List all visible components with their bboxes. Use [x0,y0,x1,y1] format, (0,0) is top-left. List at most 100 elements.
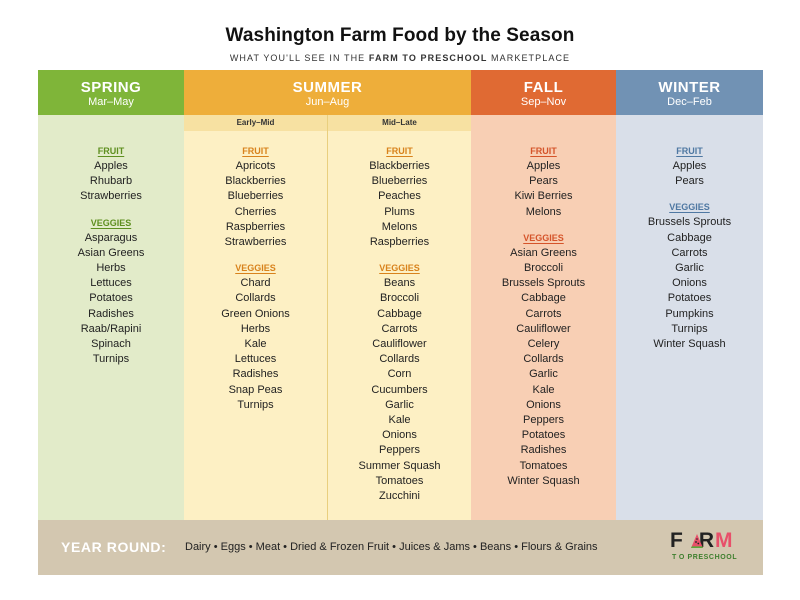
fruit-item: Plums [384,205,415,218]
veggie-item: Potatoes [521,429,566,442]
veggie-item: Carrots [525,307,562,320]
summer-early-list: FRUIT Apricots Blackberries Blueberries Cher… [184,144,327,413]
veggie-item: Carrots [671,246,708,259]
fruit-item: Blackberries [369,160,430,172]
winter-range: Dec–Feb [667,96,712,108]
fruit-item: Strawberries [80,190,142,203]
farm-to-preschool-logo: F RM T O PRESCHOOL [666,529,746,569]
veggie-item: Tomatoes [375,474,424,487]
section-gap [616,189,763,200]
veggie-item: Kale [244,338,267,351]
summer-name: SUMMER [292,79,363,96]
fall-list: FRUIT Apples Pears Kiwi Berries Melons VEGGIE… [471,144,616,489]
fruit-item: Apples [672,160,707,172]
logo-letter-m: M [715,529,734,552]
summer-early-mid-label: Early–Mid [184,115,327,131]
veggie-item: Corn [387,368,412,381]
veggie-item: Potatoes [667,292,712,305]
subtitle-prefix: WHAT YOU'LL SEE IN THE [229,53,369,63]
veggie-item: Radishes [232,368,279,381]
veggie-item: Garlic [385,398,414,411]
veggie-item: Brussels Sprouts [647,216,732,229]
fruit-item: Raspberries [369,236,430,249]
year-round-label: YEAR ROUND: [61,539,167,555]
veggie-item: Winter Squash [653,338,726,351]
veggies-heading: VEGGIES [379,263,420,274]
fruit-item: Rhubarb [89,175,133,188]
veggie-item: Chard [240,277,271,290]
veggie-item: Summer Squash [358,459,441,472]
winter-name: WINTER [658,79,721,96]
spring-list: FRUIT Apples Rhubarb Strawberries VEGGIES Asp… [38,144,184,367]
veggie-item: Winter Squash [507,474,580,487]
veggie-item: Asparagus [84,231,138,244]
fruit-heading: FRUIT [676,146,703,156]
veggie-item: Garlic [675,262,704,275]
veggies-heading: VEGGIES [90,217,132,228]
veggie-item: Turnips [671,322,708,335]
veggie-item: Zucchini [379,490,420,503]
veggie-item: Raab/Rapini [80,322,142,335]
veggie-item: Snap Peas [228,383,283,396]
veggie-item: Turnips [92,353,130,366]
logo-wordmark: F RM [670,529,734,553]
veggie-item: Spinach [91,338,131,351]
fruit-item: Raspberries [225,220,286,233]
fruit-item: Blueberries [227,190,284,203]
year-round-items: Dairy • Eggs • Meat • Dried & Frozen Fru… [185,541,598,553]
veggie-item: Radishes [88,307,134,320]
fruit-item: Blackberries [225,175,286,188]
fall-range: Sep–Nov [520,96,567,108]
veggie-item: Garlic [529,368,558,381]
veggie-item: Cauliflower [372,338,427,351]
veggie-item: Lettuces [234,353,277,366]
section-gap [38,205,184,216]
veggie-item: Tomatoes [519,459,568,472]
fruit-item: Apples [94,160,128,172]
summer-header: SUMMER Jun–Aug [184,70,471,115]
fruit-item: Apples [526,160,561,172]
veggie-item: Collards [523,353,564,366]
spring-header: SPRING Mar–May [38,70,184,115]
veggie-item: Turnips [237,398,274,411]
fruit-item: Melons [525,205,562,218]
veggie-item: Cabbage [667,231,712,244]
winter-header: WINTER Dec–Feb [616,70,763,115]
veggie-item: Asian Greens [77,246,145,259]
veggie-item: Cabbage [521,292,566,305]
veggie-item: Peppers [523,414,564,427]
fruit-heading: FRUIT [242,146,269,156]
fruit-item: Pears [675,175,704,188]
veggie-item: Cauliflower [516,322,571,335]
veggie-item: Onions [672,277,707,290]
veggie-item: Kale [388,414,411,427]
summer-mid-late-label: Mid–Late [328,115,471,131]
logo-letter-f: F [670,529,684,552]
fruit-item: Apricots [235,160,276,172]
veggie-item: Green Onions [221,307,290,320]
fruit-item: Kiwi Berries [514,190,573,203]
winter-column: WINTER Dec–Feb FRUIT Apples Pears VEGGIES Br… [616,70,763,520]
veggie-item: Potatoes [89,292,133,305]
fall-column: FALL Sep–Nov FRUIT Apples Pears Kiwi Berrie… [471,70,616,520]
veggie-item: Broccoli [379,292,420,305]
veggie-item: Asian Greens [510,246,577,259]
logo-subtitle: T O PRESCHOOL [672,554,738,561]
veggie-item: Cabbage [377,307,422,320]
fruit-item: Strawberries [224,236,287,249]
fruit-item: Pears [529,175,558,188]
summer-late-list: FRUIT Blackberries Blueberries Peaches Plums… [328,144,471,504]
fall-header: FALL Sep–Nov [471,70,616,115]
spring-name: SPRING [80,79,142,96]
veggie-item: Cucumbers [371,383,428,396]
year-round-bar: YEAR ROUND: Dairy • Eggs • Meat • Dried … [38,520,763,575]
fall-name: FALL [523,79,564,96]
veggie-item: Onions [382,429,417,442]
page-title: Washington Farm Food by the Season [225,25,575,46]
logo-letter-r: R [698,529,715,552]
fruit-heading: FRUIT [386,146,413,156]
subtitle-brand: FARM TO PRESCHOOL [368,53,488,63]
fruit-heading: FRUIT [97,146,125,156]
winter-list: FRUIT Apples Pears VEGGIES Brussels Sprouts C… [616,144,763,352]
veggie-item: Carrots [381,322,418,335]
